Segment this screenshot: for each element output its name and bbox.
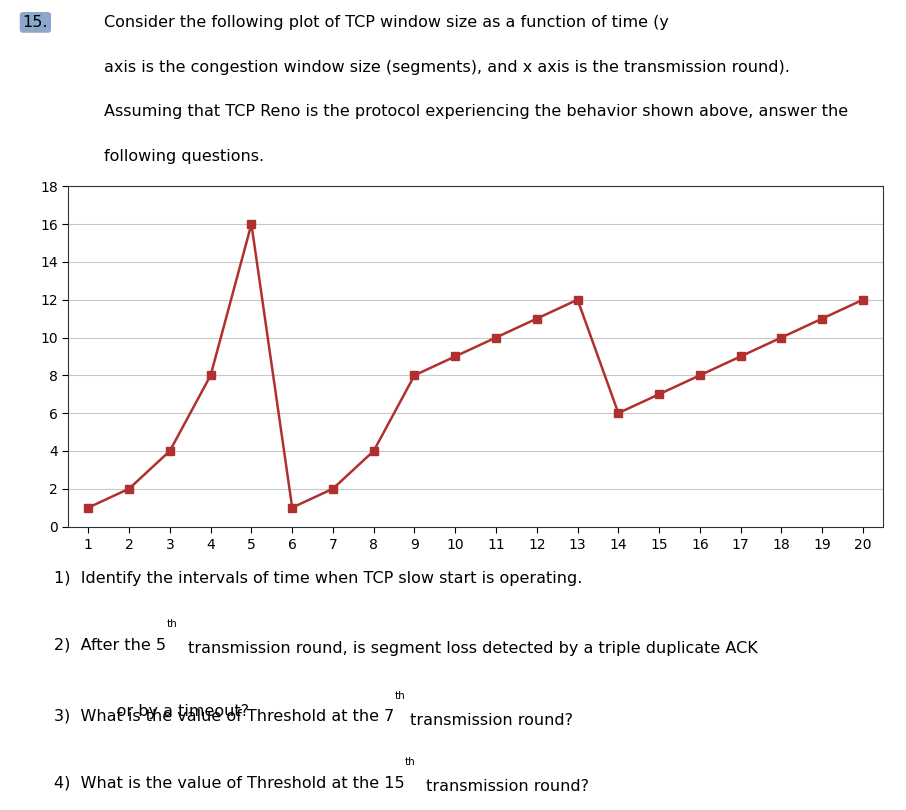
Text: 2)  After the 5: 2) After the 5 <box>54 637 167 653</box>
Text: 3)  What is the value of Threshold at the 7: 3) What is the value of Threshold at the… <box>54 709 395 724</box>
Text: Consider the following plot of TCP window size as a function of time (y: Consider the following plot of TCP windo… <box>104 15 669 30</box>
Text: th: th <box>167 620 177 629</box>
Text: axis is the congestion window size (segments), and x axis is the transmission ro: axis is the congestion window size (segm… <box>104 60 790 75</box>
Text: th: th <box>405 757 416 767</box>
Text: 15.: 15. <box>23 15 48 30</box>
Text: transmission round?: transmission round? <box>421 779 589 794</box>
Text: transmission round, is segment loss detected by a triple duplicate ACK: transmission round, is segment loss dete… <box>183 642 757 656</box>
Text: th: th <box>395 691 405 701</box>
Text: 4)  What is the value of Threshold at the 15: 4) What is the value of Threshold at the… <box>54 775 405 791</box>
Text: or by a timeout?: or by a timeout? <box>91 704 248 719</box>
Text: following questions.: following questions. <box>104 149 265 164</box>
Text: Assuming that TCP Reno is the protocol experiencing the behavior shown above, an: Assuming that TCP Reno is the protocol e… <box>104 104 848 119</box>
Text: transmission round?: transmission round? <box>406 713 573 727</box>
Text: 1)  Identify the intervals of time when TCP slow start is operating.: 1) Identify the intervals of time when T… <box>54 571 583 586</box>
